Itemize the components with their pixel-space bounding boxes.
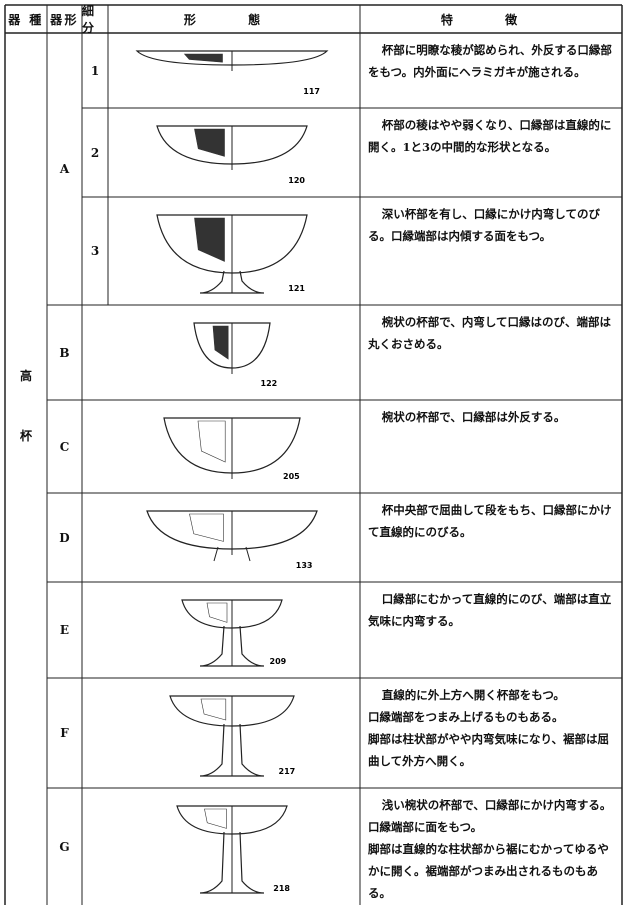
header-cell: 器 種 (8, 12, 44, 27)
feature-text: 杯中央部で屈曲して段をもち、口縁部にかけて直線的にのびる。 (360, 493, 622, 582)
header-cell: 形 態 (183, 12, 285, 27)
vessel-stem (199, 625, 265, 667)
form-label: F (60, 726, 69, 740)
feature-line: 浅い椀状の杯部で、口縁部にかけ内弯する。 (381, 798, 612, 812)
vessel-stem (199, 270, 265, 294)
vessel-hatch (183, 53, 223, 63)
figure-number: 217 (279, 767, 296, 776)
feature-text: 深い杯部を有し、口縁にかけ内弯してのびる。口縁端部は内傾する面をもつ。 (360, 197, 622, 305)
figure-number: 120 (288, 176, 305, 185)
feature-line: 杯部に明瞭な稜が認められ、外反する口縁部をもつ。内外面にヘラミガキが施される。 (368, 43, 612, 79)
vessel-foot (213, 546, 251, 562)
feature-text: 浅い椀状の杯部で、口縁部にかけ内弯する。口縁端部に面をもつ。脚部は直線的な柱状部… (360, 788, 622, 905)
form-label: E (59, 623, 70, 637)
feature-line: 杯中央部で屈曲して段をもち、口縁部にかけて直線的にのびる。 (368, 503, 612, 539)
header-cell: 特 徴 (440, 12, 542, 27)
header-cell: 器形 (50, 12, 79, 27)
feature-line: 脚部は柱状部がやや内弯気味になり、裾部は屈曲して外方へ開く。 (368, 732, 610, 768)
vessel-stem (199, 723, 265, 777)
feature-text: 口縁部にむかって直線的にのび、端部は直立気味に内弯する。 (360, 582, 622, 678)
figure-number: 133 (296, 561, 313, 570)
figure-number: 205 (283, 472, 300, 481)
vessel-hatch (194, 217, 225, 262)
feature-text: 杯部に明瞭な稜が認められ、外反する口縁部をもつ。内外面にヘラミガキが施される。 (360, 33, 622, 108)
figure-number: 218 (273, 884, 290, 893)
vessel-hatch (194, 128, 225, 157)
category-label: 杯 (19, 428, 32, 443)
vessel-hatch (197, 420, 226, 463)
feature-line: 直線的に外上方へ開く杯部をもつ。 (381, 688, 565, 702)
header-cell: 細分 (82, 4, 97, 35)
figure-number: 121 (288, 284, 305, 293)
feature-line: 深い杯部を有し、口縁にかけ内弯してのびる。口縁端部は内傾する面をもつ。 (368, 207, 600, 243)
form-label: C (59, 439, 70, 454)
figure-number: 122 (261, 379, 278, 388)
form-label: A (59, 162, 70, 176)
feature-line: 口縁端部に面をもつ。 (368, 820, 483, 834)
feature-line: 口縁部にむかって直線的にのび、端部は直立気味に内弯する。 (368, 592, 612, 628)
feature-line: 椀状の杯部で、内弯して口縁はのび、端部は丸くおさめる。 (368, 315, 611, 351)
vessel-hatch (206, 602, 228, 623)
form-label: G (59, 839, 70, 854)
vessel-hatch (204, 808, 227, 829)
figure-number: 209 (270, 657, 287, 666)
vessel-stem (199, 831, 265, 894)
feature-text: 椀状の杯部で、口縁部は外反する。 (360, 400, 622, 493)
feature-text: 椀状の杯部で、内弯して口縁はのび、端部は丸くおさめる。 (360, 305, 622, 400)
feature-text: 杯部の稜はやや弱くなり、口縁部は直線的に開く。1と3の中間的な形状となる。 (360, 108, 622, 197)
feature-text: 直線的に外上方へ開く杯部をもつ。口縁端部をつまみ上げるものもある。脚部は柱状部が… (360, 678, 622, 788)
sub-label: 3 (90, 244, 100, 258)
form-label: B (59, 345, 70, 360)
form-label: D (59, 530, 70, 545)
feature-line: 椀状の杯部で、口縁部は外反する。 (381, 410, 566, 424)
sub-label: 2 (90, 145, 100, 160)
sub-label: 1 (90, 63, 100, 78)
feature-line: 口縁端部をつまみ上げるものもある。 (368, 710, 564, 724)
vessel-hatch (212, 325, 229, 360)
category-label: 高 (19, 368, 32, 383)
figure-number: 117 (303, 87, 320, 96)
feature-line: 杯部の稜はやや弱くなり、口縁部は直線的に開く。1と3の中間的な形状となる。 (368, 118, 612, 154)
vessel-hatch (200, 698, 227, 721)
vessel-hatch (189, 513, 224, 542)
feature-line: 脚部は直線的な柱状部から裾にむかってゆるやかに開く。裾端部がつまみ出されるものも… (368, 842, 609, 900)
